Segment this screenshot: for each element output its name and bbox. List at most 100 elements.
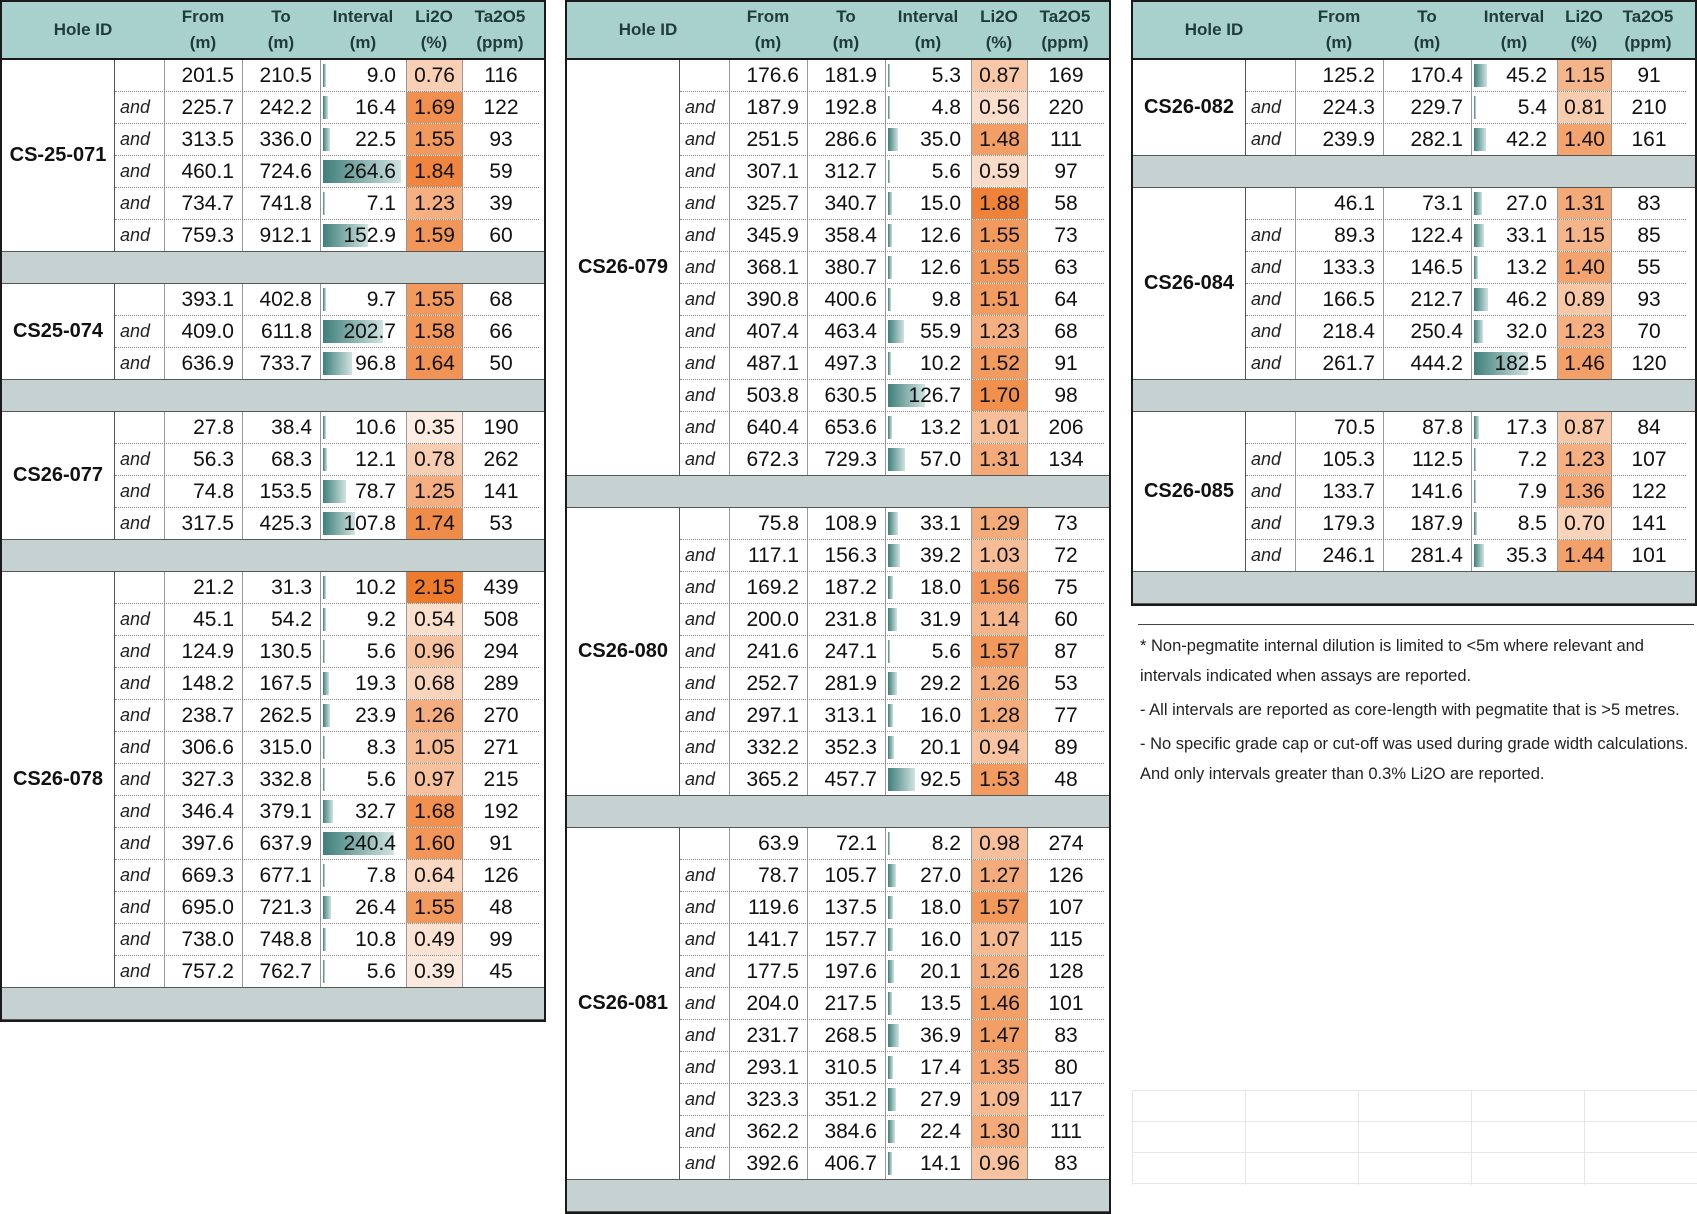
from-cell: 200.0 (730, 604, 808, 635)
ta2o5-cell: 70 (1637, 319, 1661, 343)
and-label: and (680, 220, 730, 251)
and-label: and (115, 188, 165, 219)
header-to: To (m) (267, 7, 295, 52)
and-label: and (115, 892, 165, 923)
table-row: 70.5 87.8 17.3 0.87 84 (1246, 412, 1686, 444)
to-cell: 157.7 (808, 924, 886, 955)
li2o-cell: 2.15 (407, 572, 463, 603)
ta2o5-cell: 68 (1054, 319, 1078, 343)
header-to: To (m) (1413, 7, 1441, 52)
interval-value: 19.3 (355, 671, 396, 695)
from-cell: 133.3 (1296, 252, 1384, 283)
li2o-cell: 1.88 (972, 188, 1028, 219)
table-row: and 695.0 721.3 26.4 1.55 48 (115, 892, 539, 924)
interval-cell: 32.7 (321, 796, 407, 827)
li2o-cell: 1.31 (972, 444, 1028, 475)
and-label: and (115, 668, 165, 699)
ta2o5-cell: 98 (1054, 383, 1078, 407)
and-label: and (680, 764, 730, 795)
from-cell: 323.3 (730, 1084, 808, 1115)
interval-cell: 16.0 (886, 924, 972, 955)
interval-cell: 42.2 (1472, 124, 1558, 155)
from-cell: 362.2 (730, 1116, 808, 1147)
ta2o5-cell: 107 (1048, 895, 1084, 919)
from-cell: 397.6 (165, 828, 243, 859)
from-cell: 738.0 (165, 924, 243, 955)
and-label (115, 412, 165, 443)
interval-value: 12.6 (920, 223, 961, 247)
interval-cell: 264.6 (321, 156, 407, 187)
interval-cell: 5.6 (886, 636, 972, 667)
interval-databar (323, 704, 330, 727)
interval-cell: 12.1 (321, 444, 407, 475)
li2o-cell: 0.96 (972, 1148, 1028, 1179)
to-cell: 187.2 (808, 572, 886, 603)
interval-databar (323, 64, 326, 87)
interval-databar (888, 608, 897, 631)
table-row: and 124.9 130.5 5.6 0.96 294 (115, 636, 539, 668)
from-cell: 177.5 (730, 956, 808, 987)
to-cell: 497.3 (808, 348, 886, 379)
interval-databar (888, 384, 925, 407)
ta2o5-cell: 45 (489, 959, 513, 983)
li2o-cell: 0.87 (1558, 412, 1612, 443)
interval-databar (1474, 256, 1478, 279)
interval-cell: 8.2 (886, 828, 972, 859)
li2o-cell: 1.40 (1558, 252, 1612, 283)
table-row: and 759.3 912.1 152.9 1.59 60 (115, 220, 539, 251)
table-row: and 738.0 748.8 10.8 0.49 99 (115, 924, 539, 956)
ta2o5-cell: 271 (483, 735, 519, 759)
from-cell: 313.5 (165, 124, 243, 155)
hole-id: CS26-082 (1133, 60, 1246, 155)
and-label: and (680, 316, 730, 347)
and-label: and (1246, 92, 1296, 123)
li2o-cell: 0.96 (407, 636, 463, 667)
table-row: and 105.3 112.5 7.2 1.23 107 (1246, 444, 1686, 476)
from-cell: 332.2 (730, 732, 808, 763)
from-cell: 393.1 (165, 284, 243, 315)
interval-cell: 9.7 (321, 284, 407, 315)
table-row: and 133.3 146.5 13.2 1.40 55 (1246, 252, 1686, 284)
interval-databar (323, 224, 368, 247)
from-cell: 204.0 (730, 988, 808, 1019)
interval-cell: 4.8 (886, 92, 972, 123)
li2o-cell: 0.56 (972, 92, 1028, 123)
interval-databar (888, 1152, 892, 1175)
interval-databar (888, 992, 892, 1015)
assay-table-middle: Hole ID From (m) To (m) Interval (m) Li2O (%… (565, 0, 1111, 1214)
hole-separator (1133, 572, 1695, 604)
table-row: and 332.2 352.3 20.1 0.94 89 (680, 732, 1104, 764)
hole-separator (567, 796, 1109, 828)
ta2o5-cell: 53 (1054, 671, 1078, 695)
ta2o5-cell: 128 (1048, 959, 1084, 983)
interval-cell: 46.2 (1472, 284, 1558, 315)
from-cell: 390.8 (730, 284, 808, 315)
interval-databar (888, 640, 890, 663)
from-cell: 241.6 (730, 636, 808, 667)
interval-databar (888, 1056, 893, 1079)
interval-databar (323, 480, 346, 503)
header-li2o: Li2O (%) (1565, 7, 1603, 52)
interval-databar (888, 1088, 896, 1111)
and-label: and (115, 316, 165, 347)
interval-cell: 39.2 (886, 540, 972, 571)
interval-value: 96.8 (355, 351, 396, 375)
to-cell: 73.1 (1384, 188, 1472, 219)
hole-group: CS25-074 393.1 402.8 9.7 1.55 68 and 409.0 611.8… (2, 284, 544, 380)
interval-cell: 22.5 (321, 124, 407, 155)
interval-databar (323, 96, 328, 119)
interval-cell: 5.6 (886, 156, 972, 187)
li2o-cell: 1.36 (1558, 476, 1612, 507)
ta2o5-cell: 66 (489, 319, 513, 343)
from-cell: 56.3 (165, 444, 243, 475)
interval-databar (323, 416, 326, 439)
interval-value: 10.8 (355, 927, 396, 951)
interval-value: 26.4 (355, 895, 396, 919)
header-from: From (m) (1317, 7, 1361, 52)
from-cell: 218.4 (1296, 316, 1384, 347)
li2o-cell: 1.59 (407, 220, 463, 251)
interval-value: 13.5 (920, 991, 961, 1015)
and-label: and (115, 156, 165, 187)
ta2o5-cell: 68 (489, 287, 513, 311)
ta2o5-cell: 508 (483, 607, 519, 631)
